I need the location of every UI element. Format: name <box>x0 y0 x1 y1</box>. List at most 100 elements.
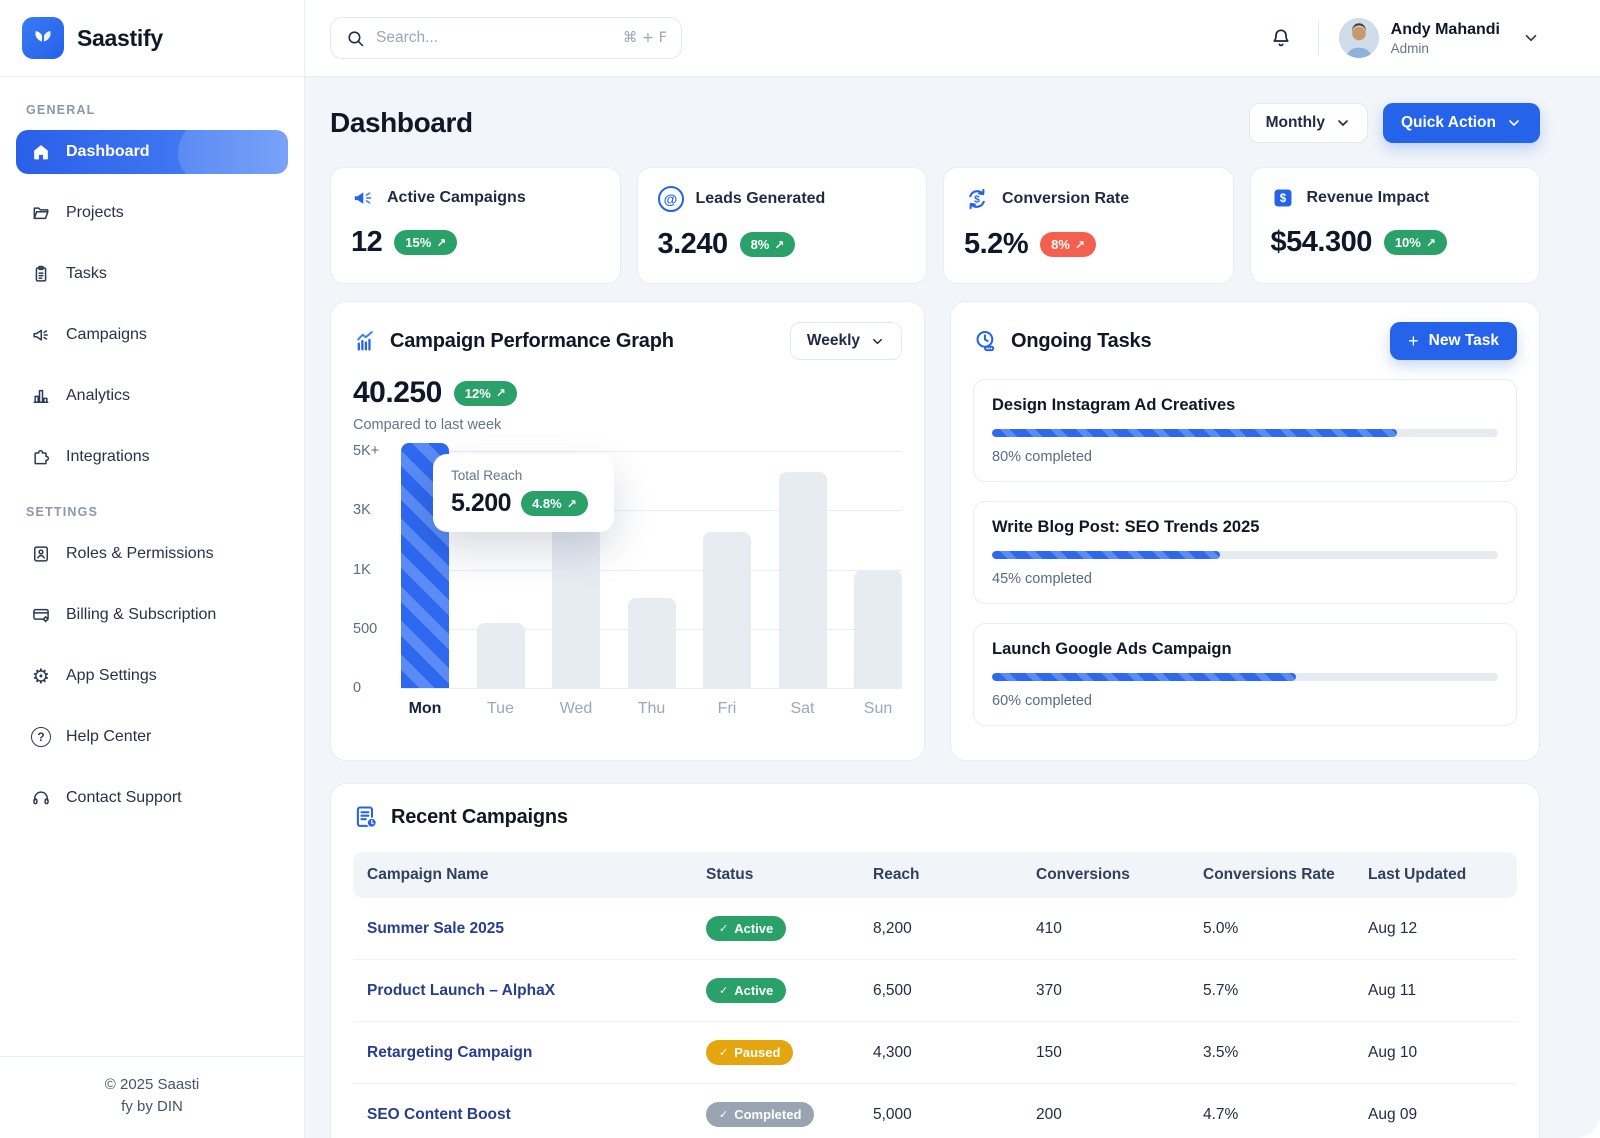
trend-up-icon: ↗ <box>774 237 785 252</box>
gridline <box>401 688 902 689</box>
stat-label: Active Campaigns <box>387 189 526 206</box>
search-input[interactable] <box>376 29 613 47</box>
chart-trend-badge: 12% ↗ <box>453 380 517 406</box>
period-label: Monthly <box>1265 114 1325 131</box>
stat-cards-row: Active Campaigns 12 15% ↗ @ Leads Generat… <box>330 167 1540 284</box>
reach-cell: 5,000 <box>873 1105 912 1123</box>
y-tick: 3K <box>353 502 371 519</box>
main-area: ⌘ + F Andy Mahandi Admin <box>305 0 1600 1138</box>
user-menu[interactable]: Andy Mahandi Admin <box>1338 18 1540 58</box>
bar-chart-icon <box>30 385 52 407</box>
table-row[interactable]: Retargeting Campaign ✓ Paused 4,300 150 3… <box>353 1022 1517 1084</box>
sidebar-item-contact-support[interactable]: Contact Support <box>16 776 288 820</box>
campaign-name-link[interactable]: Retargeting Campaign <box>367 1043 533 1061</box>
campaign-name-link[interactable]: Summer Sale 2025 <box>367 919 505 937</box>
status-badge: ✓ Active <box>706 978 787 1003</box>
sidebar-item-projects[interactable]: Projects <box>16 191 288 235</box>
bar-wed[interactable] <box>552 524 600 688</box>
chart-title: Campaign Performance Graph <box>390 329 674 352</box>
progress-bar <box>992 551 1498 559</box>
trend-up-icon: ↗ <box>566 496 577 511</box>
user-name: Andy Mahandi <box>1390 20 1500 38</box>
conversions-cell: 410 <box>1036 919 1062 937</box>
headset-icon <box>30 787 52 809</box>
table-row[interactable]: SEO Content Boost ✓ Completed 5,000 200 4… <box>353 1084 1517 1138</box>
task-item[interactable]: Design Instagram Ad Creatives 80% comple… <box>973 379 1517 482</box>
table-row[interactable]: Product Launch – AlphaX ✓ Active 6,500 37… <box>353 960 1517 1022</box>
sidebar-item-app-settings[interactable]: ⚙ App Settings <box>16 654 288 698</box>
saastify-logo-icon <box>22 17 64 59</box>
sidebar-item-label: Campaigns <box>66 326 147 343</box>
divider <box>1317 21 1319 55</box>
bar-tue[interactable] <box>476 622 525 688</box>
user-role: Admin <box>1390 40 1429 56</box>
y-tick: 0 <box>353 680 362 696</box>
page-header: Dashboard Monthly Quick Action <box>330 103 1540 143</box>
campaigns-title: Recent Campaigns <box>391 805 568 828</box>
quick-action-button[interactable]: Quick Action <box>1382 103 1540 143</box>
bar-sun[interactable] <box>854 569 902 688</box>
bar-sat[interactable] <box>778 472 827 688</box>
new-task-button[interactable]: + New Task <box>1390 322 1517 360</box>
x-label-wed: Wed <box>559 700 593 717</box>
sidebar-item-help-center[interactable]: ? Help Center <box>16 715 288 759</box>
brand-header: Saastify <box>0 0 304 77</box>
sidebar-item-dashboard[interactable]: Dashboard <box>16 130 288 174</box>
sidebar-item-label: Roles & Permissions <box>66 545 214 562</box>
check-icon: ✓ <box>719 984 729 997</box>
column-header: Status <box>706 866 754 883</box>
rate-cell: 3.5% <box>1203 1043 1239 1061</box>
table-row[interactable]: Summer Sale 2025 ✓ Active 8,200 410 5.0% … <box>353 898 1517 960</box>
task-item[interactable]: Write Blog Post: SEO Trends 2025 45% com… <box>973 501 1517 604</box>
trend-badge: 8% ↗ <box>739 232 796 257</box>
sidebar-item-roles-permissions[interactable]: Roles & Permissions <box>16 532 288 576</box>
topbar-right: Andy Mahandi Admin <box>1266 18 1540 58</box>
svg-text:$: $ <box>1279 193 1286 205</box>
trend-up-icon: ↗ <box>495 386 506 400</box>
task-progress-caption: 60% completed <box>992 693 1092 709</box>
campaign-name-link[interactable]: SEO Content Boost <box>367 1105 511 1123</box>
column-header: Conversions Rate <box>1203 866 1335 883</box>
chart-period-select[interactable]: Weekly <box>789 322 902 360</box>
column-header: Last Updated <box>1368 866 1467 883</box>
currency-exchange-icon: $ <box>964 186 990 212</box>
sidebar-item-label: Contact Support <box>66 789 182 806</box>
sidebar-item-analytics[interactable]: Analytics <box>16 374 288 418</box>
copyright-line-2: fy by DIN <box>121 1098 183 1115</box>
updated-cell: Aug 09 <box>1368 1105 1418 1123</box>
stat-label: Leads Generated <box>695 190 826 207</box>
trend-badge: 15% ↗ <box>394 230 458 255</box>
table-header-row: Campaign Name Status Reach Conversions C… <box>353 852 1517 898</box>
campaign-name-link[interactable]: Product Launch – AlphaX <box>367 981 556 999</box>
sidebar-item-billing-subscription[interactable]: Billing & Subscription <box>16 593 288 637</box>
help-circle-icon: ? <box>30 726 52 748</box>
sidebar-item-campaigns[interactable]: Campaigns <box>16 313 288 357</box>
sidebar-item-tasks[interactable]: Tasks <box>16 252 288 296</box>
folder-icon <box>30 202 52 224</box>
clipboard-icon <box>30 263 52 285</box>
period-select[interactable]: Monthly <box>1248 103 1368 143</box>
task-item[interactable]: Launch Google Ads Campaign 60% completed <box>973 623 1517 726</box>
stat-card-revenue-impact: $ Revenue Impact $54.300 10% ↗ <box>1249 167 1540 284</box>
bar-chart: 5K+ 3K 1K 500 0 <box>353 442 902 696</box>
topbar: ⌘ + F Andy Mahandi Admin <box>305 0 1600 77</box>
trend-up-icon: ↗ <box>436 235 447 250</box>
task-title: Design Instagram Ad Creatives <box>992 396 1236 414</box>
plus-icon: + <box>1408 331 1419 351</box>
dashboard-content: Dashboard Monthly Quick Action <box>305 77 1600 1138</box>
updated-cell: Aug 11 <box>1368 981 1416 999</box>
column-header: Conversions <box>1036 866 1130 883</box>
stat-card-conversion-rate: $ Conversion Rate 5.2% 8% ↗ <box>943 167 1234 284</box>
sidebar-item-integrations[interactable]: Integrations <box>16 435 288 479</box>
sidebar-item-label: Billing & Subscription <box>66 606 217 623</box>
stat-value: $54.300 <box>1270 226 1373 258</box>
credit-card-icon <box>30 604 52 626</box>
bar-thu[interactable] <box>627 597 676 688</box>
recent-campaigns-panel: Recent Campaigns Campaign Name Status Re… <box>330 783 1540 1138</box>
bar-fri[interactable] <box>703 531 751 688</box>
search-box[interactable]: ⌘ + F <box>330 17 682 59</box>
task-title: Write Blog Post: SEO Trends 2025 <box>992 518 1260 536</box>
notifications-bell-icon[interactable] <box>1266 23 1296 53</box>
clock-icon <box>973 328 999 354</box>
